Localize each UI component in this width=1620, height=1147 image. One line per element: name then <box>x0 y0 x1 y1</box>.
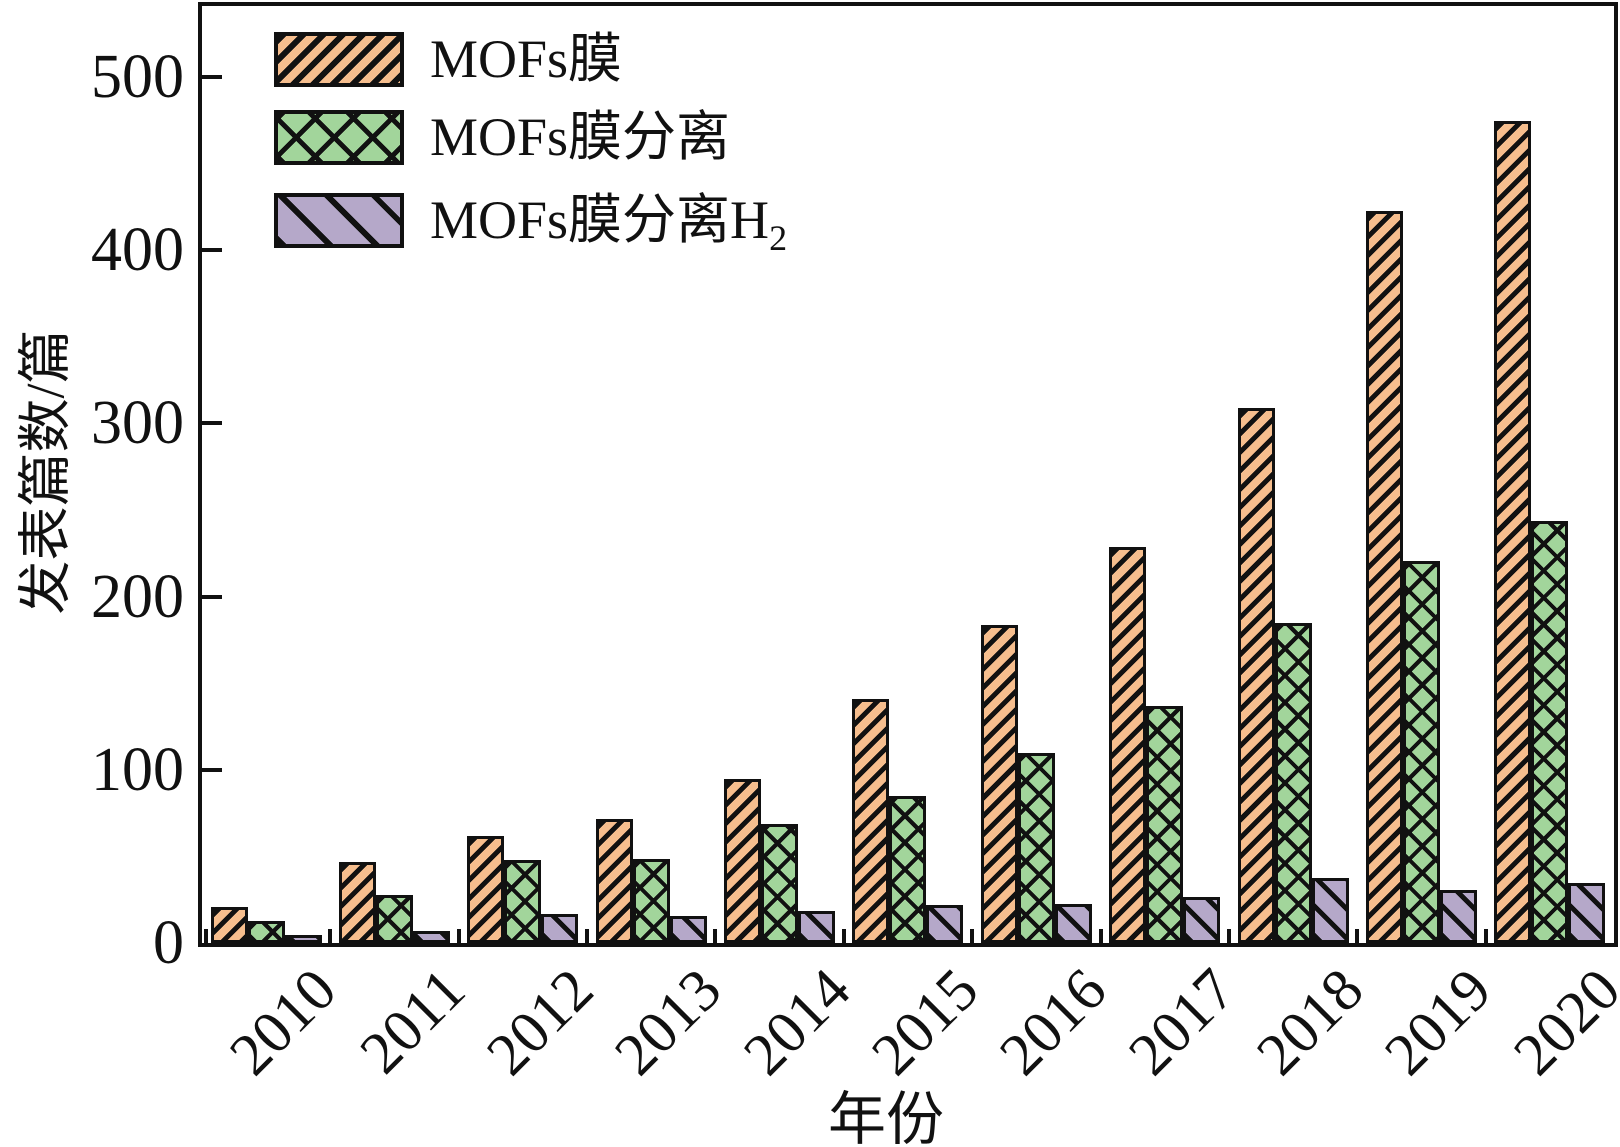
x-axis-minor-tick-0 <box>204 929 208 943</box>
bar-s3-2015 <box>926 905 964 943</box>
bar-s1-2013 <box>595 819 633 943</box>
bar-group-2018 <box>1229 6 1357 943</box>
bar-group-2012 <box>459 6 587 943</box>
x-tick-label-2018: 2018 <box>1244 955 1376 1088</box>
bar-s2-2014 <box>761 824 799 943</box>
bar-s3-2017 <box>1183 897 1221 943</box>
plot-area: MOFs膜 MOFs膜分离 MOFs膜分离H2 <box>198 2 1618 947</box>
x-axis-minor-tick-4 <box>713 929 717 943</box>
bar-group-2011 <box>330 6 458 943</box>
x-tick-label-2014: 2014 <box>731 955 863 1088</box>
legend-swatch-s2 <box>274 109 404 165</box>
bar-s3-2014 <box>798 911 836 943</box>
bar-s1-2014 <box>724 779 762 943</box>
x-tick-label-2019: 2019 <box>1372 955 1504 1088</box>
bar-s1-2015 <box>852 699 890 943</box>
legend-row-s2: MOFs膜分离 <box>274 108 730 166</box>
x-axis-minor-tick-3 <box>585 929 589 943</box>
bar-s2-2015 <box>889 796 927 943</box>
y-tick-label-500: 500 <box>91 43 184 111</box>
bar-s2-2019 <box>1402 561 1440 943</box>
bar-s2-2018 <box>1274 623 1312 943</box>
y-axis-tick-300 <box>202 421 222 425</box>
bar-s3-2019 <box>1439 890 1477 943</box>
y-axis-tick-labels: 0 100 200 300 400 500 <box>0 0 184 1147</box>
y-axis-tick-400 <box>202 248 222 252</box>
bar-s3-2011 <box>413 931 451 943</box>
bar-s2-2020 <box>1531 521 1569 943</box>
x-tick-label-2011: 2011 <box>347 955 478 1086</box>
x-axis-minor-tick-2 <box>457 929 461 943</box>
y-tick-label-200: 200 <box>91 563 184 631</box>
y-tick-label-100: 100 <box>91 736 184 804</box>
bar-s2-2017 <box>1146 706 1184 943</box>
bar-s1-2019 <box>1365 211 1403 943</box>
bar-s1-2020 <box>1494 121 1532 943</box>
bar-group-2019 <box>1357 6 1485 943</box>
bar-s1-2010 <box>210 907 248 943</box>
bar-s2-2012 <box>504 860 542 943</box>
bar-group-2016 <box>972 6 1100 943</box>
bar-group-2010 <box>202 6 330 943</box>
bar-s3-2010 <box>284 935 322 943</box>
legend-label-s2: MOFs膜分离 <box>430 107 731 167</box>
bar-s2-2016 <box>1017 753 1055 943</box>
x-tick-label-2012: 2012 <box>474 955 606 1088</box>
x-axis-title: 年份 <box>827 1087 945 1147</box>
x-tick-label-2020: 2020 <box>1501 955 1620 1088</box>
x-axis-minor-tick-1 <box>328 929 332 943</box>
bar-s1-2017 <box>1109 547 1147 943</box>
x-axis-minor-tick-7 <box>1099 929 1103 943</box>
bar-s1-2018 <box>1237 408 1275 943</box>
x-tick-label-2013: 2013 <box>602 955 734 1088</box>
y-axis-tick-100 <box>202 768 222 772</box>
bar-s2-2011 <box>376 895 414 943</box>
y-axis-title: 发表篇数/篇 <box>15 329 76 615</box>
bar-s3-2020 <box>1568 883 1606 943</box>
bar-s3-2018 <box>1311 878 1349 943</box>
y-axis-tick-200 <box>202 595 222 599</box>
bar-s1-2012 <box>467 836 505 943</box>
x-axis-minor-tick-9 <box>1355 929 1359 943</box>
x-tick-label-2016: 2016 <box>987 955 1119 1088</box>
legend-row-s1: MOFs膜 <box>274 30 622 88</box>
legend-label-s3: MOFs膜分离H2 <box>430 190 788 258</box>
legend-swatch-s3 <box>274 192 404 248</box>
bar-s3-2016 <box>1054 904 1092 943</box>
plot-inner <box>202 6 1614 943</box>
x-axis-minor-tick-5 <box>842 929 846 943</box>
y-tick-label-400: 400 <box>91 216 184 284</box>
bar-group-2014 <box>715 6 843 943</box>
bar-group-2020 <box>1486 6 1614 943</box>
x-axis-minor-tick-8 <box>1227 929 1231 943</box>
bar-s1-2016 <box>980 625 1018 943</box>
bar-group-2017 <box>1101 6 1229 943</box>
x-tick-label-2017: 2017 <box>1116 955 1248 1088</box>
y-tick-label-0: 0 <box>153 909 184 977</box>
bar-s3-2013 <box>669 916 707 943</box>
x-tick-label-2010: 2010 <box>217 955 349 1088</box>
y-axis-tick-500 <box>202 75 222 79</box>
bar-s2-2010 <box>247 921 285 943</box>
legend-swatch-s1 <box>274 31 404 87</box>
bar-s1-2011 <box>339 862 377 943</box>
x-axis-minor-tick-6 <box>970 929 974 943</box>
x-axis-minor-tick-10 <box>1484 929 1488 943</box>
bar-s2-2013 <box>632 859 670 943</box>
bar-s3-2012 <box>541 914 579 943</box>
x-tick-label-2015: 2015 <box>859 955 991 1088</box>
bar-group-2015 <box>844 6 972 943</box>
legend-row-s3: MOFs膜分离H2 <box>274 190 788 258</box>
bar-group-2013 <box>587 6 715 943</box>
legend-label-s1: MOFs膜 <box>430 29 623 89</box>
y-tick-label-300: 300 <box>91 389 184 457</box>
